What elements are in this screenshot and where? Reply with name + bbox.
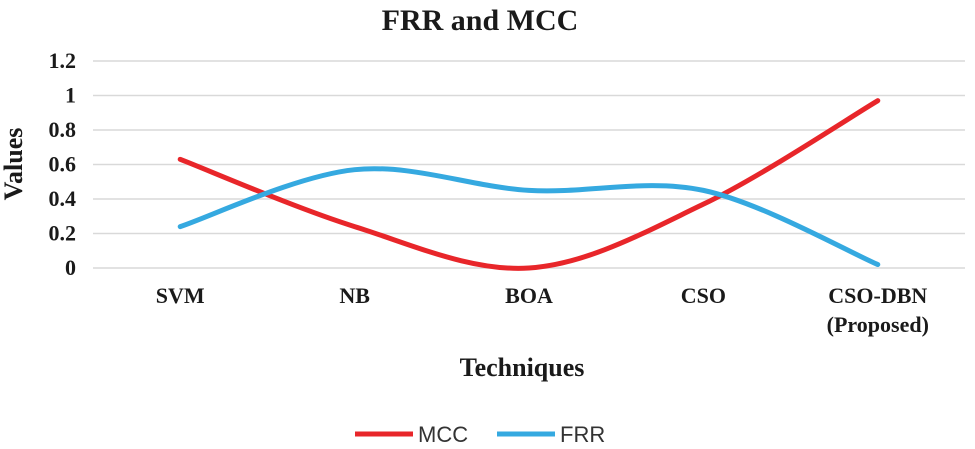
legend-label-mcc: MCC xyxy=(418,422,468,447)
y-tick-label: 0 xyxy=(65,255,76,280)
x-tick-label-line: (Proposed) xyxy=(827,312,929,337)
y-axis-label: Values xyxy=(0,128,28,201)
x-tick-label: CSO xyxy=(681,283,726,308)
x-tick-label-line: SVM xyxy=(156,283,205,308)
x-tick-label: NB xyxy=(339,283,370,308)
x-tick-label: CSO-DBN (Proposed) xyxy=(827,283,929,337)
x-axis-ticks: SVM NB BOA CSO CSO-DBN (Proposed) xyxy=(156,283,929,337)
y-tick-label: 1 xyxy=(65,83,76,108)
gridlines xyxy=(93,60,965,269)
series-line-mcc xyxy=(177,98,881,271)
series-lines xyxy=(177,98,881,271)
x-tick-label-line: CSO xyxy=(681,283,726,308)
legend-label-frr: FRR xyxy=(560,422,605,447)
y-tick-label: 0.8 xyxy=(49,117,77,142)
x-tick-label-line: BOA xyxy=(505,283,553,308)
x-tick-label: BOA xyxy=(505,283,553,308)
chart-title: FRR and MCC xyxy=(382,4,579,37)
y-tick-label: 1.2 xyxy=(49,48,77,73)
series-line-frr xyxy=(177,166,881,268)
y-tick-label: 0.4 xyxy=(49,186,77,211)
x-tick-label: SVM xyxy=(156,283,205,308)
legend: MCC FRR xyxy=(355,422,605,447)
y-tick-label: 0.2 xyxy=(49,221,77,246)
x-tick-label-line: NB xyxy=(339,283,370,308)
y-axis-ticks: 0 0.2 0.4 0.6 0.8 1 1.2 xyxy=(49,48,77,280)
x-axis-label: Techniques xyxy=(460,353,585,382)
x-tick-label-line: CSO-DBN xyxy=(828,283,927,308)
y-tick-label: 0.6 xyxy=(49,152,77,177)
